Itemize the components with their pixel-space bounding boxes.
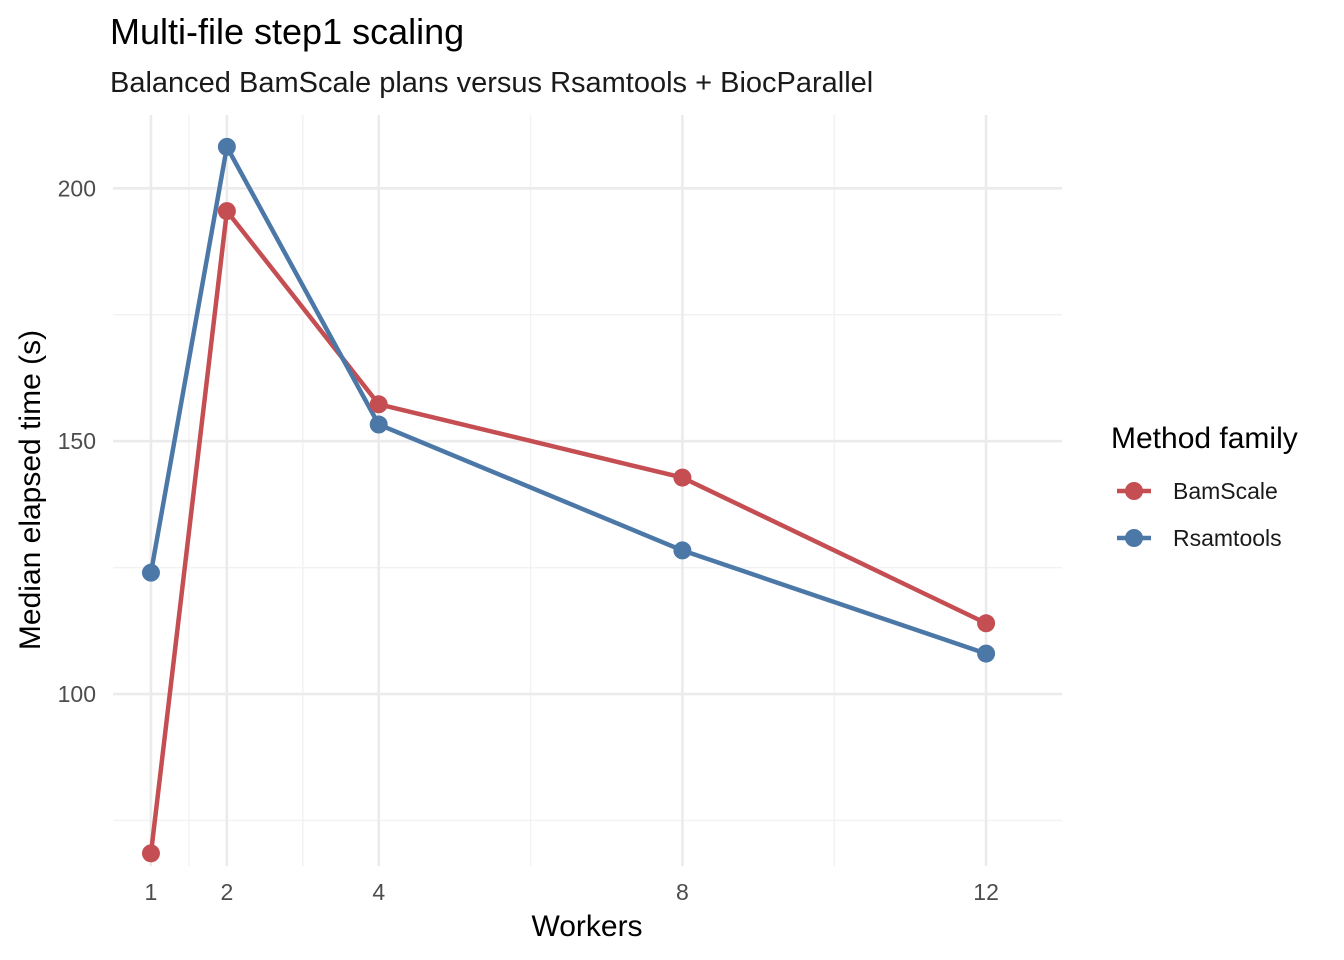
- data-point-rsamtools: [217, 137, 236, 156]
- y-tick-label: 200: [58, 175, 96, 201]
- chart-subtitle: Balanced BamScale plans versus Rsamtools…: [110, 67, 873, 99]
- data-point-bamscale: [369, 395, 388, 414]
- legend-key-point: [1125, 529, 1143, 547]
- series-points: [141, 137, 996, 863]
- series-line-bamscale: [148, 208, 989, 856]
- y-tick-label: 150: [58, 428, 96, 454]
- plot-area: [113, 115, 1062, 866]
- x-tick-label: 4: [372, 879, 385, 905]
- x-tick-label: 2: [220, 879, 233, 905]
- legend-label: Rsamtools: [1173, 525, 1282, 551]
- data-point-bamscale: [977, 614, 996, 633]
- chart-title: Multi-file step1 scaling: [110, 11, 464, 52]
- legend-item-bamscale: BamScale: [1117, 478, 1278, 504]
- data-point-bamscale: [217, 202, 236, 221]
- x-axis-title: Workers: [531, 910, 642, 943]
- data-point-bamscale: [673, 468, 692, 487]
- legend-item-rsamtools: Rsamtools: [1117, 525, 1282, 551]
- legend-title: Method family: [1111, 422, 1298, 455]
- data-point-rsamtools: [141, 563, 160, 582]
- grid: [113, 115, 1062, 866]
- series-lines: [148, 144, 989, 856]
- legend-items: BamScale Rsamtools: [1117, 478, 1282, 551]
- data-point-rsamtools: [369, 415, 388, 434]
- legend-label: BamScale: [1173, 478, 1278, 504]
- y-axis-ticks: 100 150 200: [58, 175, 96, 707]
- x-axis-ticks: 1 2 4 8 12: [145, 879, 999, 905]
- legend: Method family BamScale Rsamtools: [1111, 422, 1298, 551]
- series-line-rsamtools: [148, 144, 989, 656]
- y-axis-title: Median elapsed time (s): [14, 330, 47, 650]
- x-tick-label: 1: [145, 879, 158, 905]
- y-tick-label: 100: [58, 681, 96, 707]
- legend-key-point: [1125, 482, 1143, 500]
- data-point-bamscale: [141, 844, 160, 863]
- data-point-rsamtools: [977, 644, 996, 663]
- x-tick-label: 8: [676, 879, 689, 905]
- data-point-rsamtools: [673, 541, 692, 560]
- x-tick-label: 12: [973, 879, 999, 905]
